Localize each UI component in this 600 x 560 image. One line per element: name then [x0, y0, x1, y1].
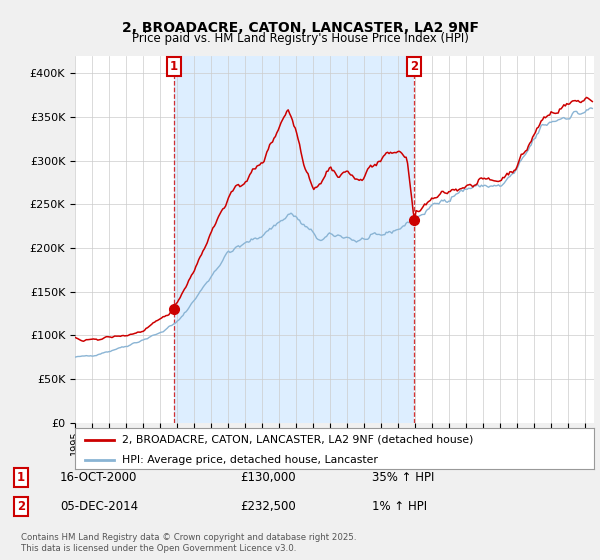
Bar	[173, 56, 414, 423]
Text: 16-OCT-2000: 16-OCT-2000	[60, 470, 137, 484]
Text: £232,500: £232,500	[240, 500, 296, 514]
Text: 35% ↑ HPI: 35% ↑ HPI	[372, 470, 434, 484]
Text: 1: 1	[17, 470, 25, 484]
Text: 2: 2	[410, 60, 418, 73]
Text: 2, BROADACRE, CATON, LANCASTER, LA2 9NF: 2, BROADACRE, CATON, LANCASTER, LA2 9NF	[121, 21, 479, 35]
Text: HPI: Average price, detached house, Lancaster: HPI: Average price, detached house, Lanc…	[122, 455, 377, 465]
Text: 05-DEC-2014: 05-DEC-2014	[60, 500, 138, 514]
Text: 2: 2	[17, 500, 25, 514]
Text: 2, BROADACRE, CATON, LANCASTER, LA2 9NF (detached house): 2, BROADACRE, CATON, LANCASTER, LA2 9NF …	[122, 435, 473, 445]
Text: 1% ↑ HPI: 1% ↑ HPI	[372, 500, 427, 514]
Text: £130,000: £130,000	[240, 470, 296, 484]
Text: Price paid vs. HM Land Registry's House Price Index (HPI): Price paid vs. HM Land Registry's House …	[131, 32, 469, 45]
Text: 1: 1	[169, 60, 178, 73]
Text: Contains HM Land Registry data © Crown copyright and database right 2025.
This d: Contains HM Land Registry data © Crown c…	[21, 533, 356, 553]
